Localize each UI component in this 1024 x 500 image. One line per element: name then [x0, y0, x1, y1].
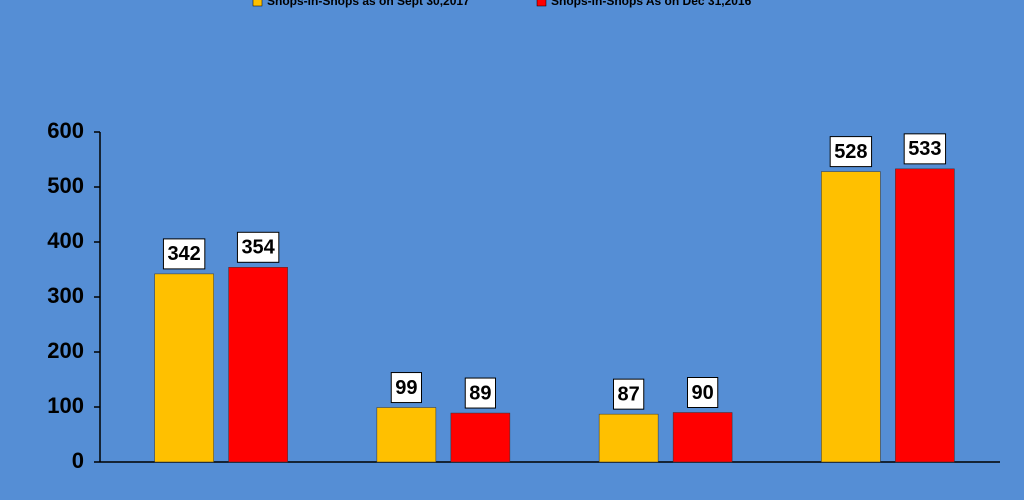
bar [376, 407, 437, 463]
bar [821, 171, 881, 463]
data-label-box [903, 133, 947, 165]
data-label-box [687, 377, 719, 408]
data-label-box [829, 136, 873, 168]
data-label: 533 [908, 138, 941, 160]
data-label: 99 [395, 377, 417, 399]
data-label: 89 [469, 382, 491, 404]
bar [895, 168, 955, 463]
data-label-box [162, 238, 206, 270]
data-label: 90 [692, 382, 714, 404]
y-tick-label: 0 [72, 448, 84, 473]
y-tick-label: 400 [47, 228, 84, 253]
data-label-box [613, 378, 645, 410]
legend-label: Shops-in-Shops as on Sept 30,2017 [267, 0, 470, 8]
bar [450, 412, 511, 463]
data-label-box [464, 377, 496, 409]
bar [154, 273, 214, 463]
y-tick-label: 100 [47, 393, 84, 418]
data-label-box [390, 372, 422, 404]
data-label-box [236, 231, 280, 263]
y-tick-label: 500 [47, 173, 84, 198]
legend-swatch [536, 0, 547, 7]
bar [598, 413, 659, 463]
legend-swatch [252, 0, 263, 7]
y-tick-label: 200 [47, 338, 84, 363]
legend-label: Shops-in-Shops As on Dec 31,2016 [551, 0, 752, 8]
bar [672, 412, 733, 463]
y-tick-label: 600 [47, 118, 84, 143]
data-label: 342 [167, 243, 200, 265]
bar [228, 267, 288, 463]
data-label: 528 [834, 141, 867, 163]
data-label: 354 [241, 237, 275, 259]
y-tick-label: 300 [47, 283, 84, 308]
data-label: 87 [618, 383, 640, 405]
